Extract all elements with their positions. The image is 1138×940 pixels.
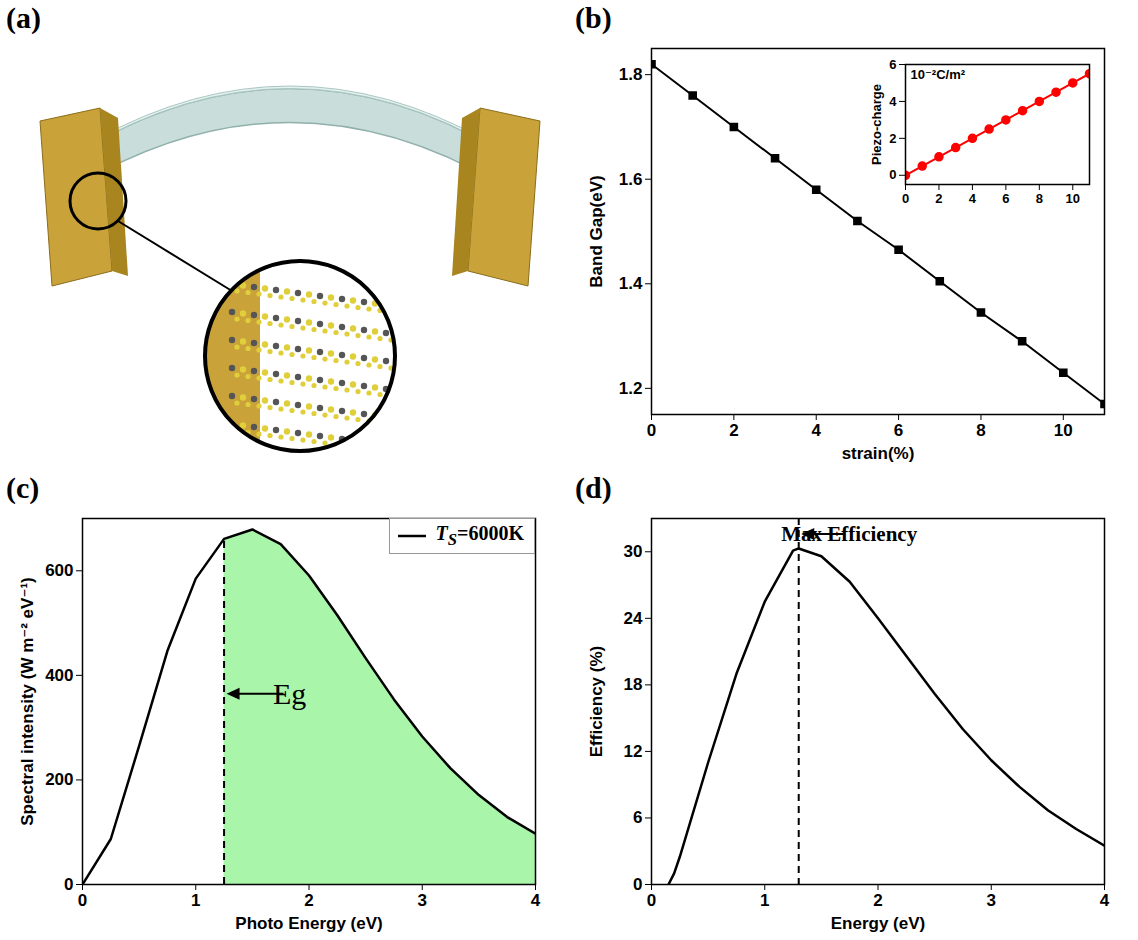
svg-text:18: 18 <box>624 675 643 694</box>
svg-text:Efficiency (%): Efficiency (%) <box>587 646 606 757</box>
svg-text:30: 30 <box>624 542 643 561</box>
svg-text:10: 10 <box>1054 421 1073 440</box>
html-text:TS=6000K: TS=6000K <box>435 522 524 549</box>
svg-text:6: 6 <box>894 421 903 440</box>
svg-text:0: 0 <box>889 167 896 182</box>
svg-text:2: 2 <box>873 891 882 910</box>
svg-text:0: 0 <box>633 875 642 894</box>
svg-text:Band Gap(eV): Band Gap(eV) <box>587 175 606 287</box>
svg-text:1: 1 <box>760 891 769 910</box>
svg-text:24: 24 <box>624 609 643 628</box>
html-text:(d): (d) <box>575 471 612 504</box>
svg-text:2: 2 <box>935 191 942 206</box>
svg-text:3: 3 <box>987 891 996 910</box>
svg-text:2: 2 <box>729 421 738 440</box>
svg-text:12: 12 <box>624 742 643 761</box>
html-text:(b): (b) <box>575 1 612 34</box>
svg-text:6: 6 <box>889 57 896 72</box>
svg-text:strain(%): strain(%) <box>842 444 915 463</box>
svg-text:4: 4 <box>889 94 897 109</box>
svg-text:2: 2 <box>889 131 896 146</box>
svg-text:1: 1 <box>191 891 200 910</box>
svg-text:10: 10 <box>1066 191 1080 206</box>
svg-text:10⁻²C/m²: 10⁻²C/m² <box>911 67 966 82</box>
svg-text:1.6: 1.6 <box>619 170 643 189</box>
svg-text:0: 0 <box>64 875 73 894</box>
svg-text:0: 0 <box>78 891 87 910</box>
svg-text:2: 2 <box>304 891 313 910</box>
svg-text:Energy (eV): Energy (eV) <box>831 914 925 933</box>
svg-text:Piezo-charge: Piezo-charge <box>869 84 884 165</box>
svg-text:600: 600 <box>45 561 73 580</box>
svg-text:Eg: Eg <box>273 677 306 710</box>
svg-text:200: 200 <box>45 770 73 789</box>
svg-text:8: 8 <box>1036 191 1043 206</box>
svg-text:1.8: 1.8 <box>619 65 643 84</box>
html-text:(c): (c) <box>6 471 40 504</box>
svg-text:4: 4 <box>531 891 541 910</box>
svg-text:1.2: 1.2 <box>619 379 643 398</box>
svg-text:6: 6 <box>633 808 642 827</box>
svg-text:8: 8 <box>976 421 985 440</box>
svg-text:Spectral intensity (W m⁻² eV⁻¹: Spectral intensity (W m⁻² eV⁻¹) <box>18 577 37 825</box>
svg-text:0: 0 <box>647 421 656 440</box>
svg-text:Max Efficiency: Max Efficiency <box>781 522 917 546</box>
svg-text:3: 3 <box>418 891 427 910</box>
svg-text:Photo Energy (eV): Photo Energy (eV) <box>235 914 382 933</box>
svg-text:1.4: 1.4 <box>619 274 643 293</box>
svg-text:0: 0 <box>902 191 909 206</box>
svg-text:6: 6 <box>1002 191 1009 206</box>
svg-text:4: 4 <box>811 421 821 440</box>
svg-text:400: 400 <box>45 666 73 685</box>
html-text:(a): (a) <box>6 1 41 34</box>
svg-text:4: 4 <box>969 191 977 206</box>
svg-text:0: 0 <box>647 891 656 910</box>
svg-text:4: 4 <box>1100 891 1110 910</box>
